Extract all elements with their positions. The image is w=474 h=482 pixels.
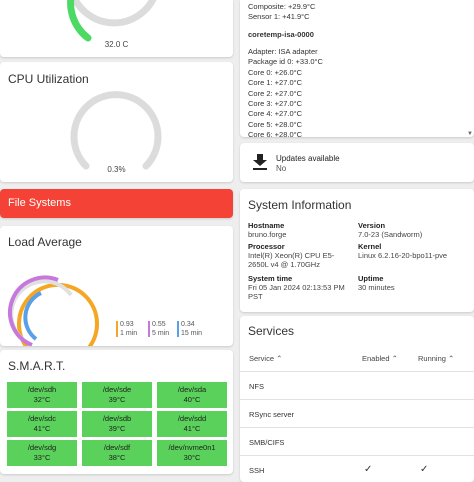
load-1min-value: 0.93 xyxy=(120,321,134,328)
download-icon xyxy=(253,154,267,170)
device-name: /dev/sdg xyxy=(27,443,57,452)
load-average-title: Load Average xyxy=(8,235,82,249)
processor-label: Processor xyxy=(248,242,285,251)
smart-device[interactable]: /dev/nvme0n1 30°C xyxy=(157,440,227,466)
service-name: RSync server xyxy=(249,410,295,419)
smart-device[interactable]: /dev/sdc 41°C xyxy=(7,411,77,437)
service-row[interactable]: RSync server xyxy=(240,399,474,427)
load-average-card: Load Average 0.93 1 min 0.55 5 min 0.34 … xyxy=(0,226,233,346)
column-header-service[interactable]: Service ⌃ xyxy=(249,354,283,363)
smart-card: S.M.A.R.T. /dev/sdh 32°C /dev/sde 39°C /de… xyxy=(0,350,233,474)
load-5min: 0.55 5 min xyxy=(148,320,169,338)
processor-value: Intel(R) Xeon(R) CPU E5- 2650L v4 @ 1.70… xyxy=(248,251,335,269)
device-temp: 33°C xyxy=(33,453,51,462)
device-temp: 40°C xyxy=(183,395,201,404)
device-temp: 30°C xyxy=(183,453,201,462)
device-name: /dev/sdh xyxy=(27,385,57,394)
load-5min-label: 5 min xyxy=(152,330,170,337)
enabled-check-icon: ✓ xyxy=(364,464,373,475)
smart-device[interactable]: /dev/sdd 41°C xyxy=(157,411,227,437)
cpu-utilization-card: CPU Utilization 0.3% xyxy=(0,62,233,182)
device-name: /dev/sdd xyxy=(177,414,207,423)
smart-device[interactable]: /dev/sdb 39°C xyxy=(82,411,152,437)
version-label: Version xyxy=(358,221,386,230)
device-temp: 41°C xyxy=(33,424,51,433)
temperature-card: 32.0 C xyxy=(0,0,233,57)
cpu-utilization-title: CPU Utilization xyxy=(8,72,89,86)
device-name: /dev/sda xyxy=(177,385,207,394)
sensor-lines-bottom: Adapter: ISA adapter Package id 0: +33.0… xyxy=(248,47,323,137)
sensor-lines-top: Composite: +29.9°C Sensor 1: +41.9°C xyxy=(248,2,316,22)
uptime-value: 30 minutes xyxy=(358,283,395,292)
service-name: NFS xyxy=(249,382,264,391)
load-1min: 0.93 1 min xyxy=(116,320,137,338)
temperature-gauge xyxy=(67,0,157,42)
device-temp: 39°C xyxy=(108,424,126,433)
service-row[interactable]: NFS xyxy=(240,371,474,399)
hostname-label: Hostname xyxy=(248,221,285,230)
hostname-value: bruno.forge xyxy=(248,230,287,239)
column-header-running[interactable]: Running ⌃ xyxy=(418,354,455,363)
load-15min: 0.34 15 min xyxy=(177,320,202,338)
smart-device[interactable]: /dev/sdg 33°C xyxy=(7,440,77,466)
service-row[interactable]: SSH ✓ ✓ xyxy=(240,455,474,482)
device-name: /dev/sde xyxy=(102,385,132,394)
smart-title: S.M.A.R.T. xyxy=(8,359,66,373)
uptime-label: Uptime xyxy=(358,274,384,283)
smart-device[interactable]: /dev/sdf 38°C xyxy=(82,440,152,466)
service-row[interactable]: SMB/CIFS xyxy=(240,427,474,455)
device-name: /dev/sdb xyxy=(102,414,132,423)
kernel-label: Kernel xyxy=(358,242,382,251)
load-5min-value: 0.55 xyxy=(152,321,166,328)
device-temp: 38°C xyxy=(108,453,126,462)
kernel-value: Linux 6.2.16-20-bpo11-pve xyxy=(358,251,448,260)
load-average-gauge xyxy=(8,275,99,346)
temperature-value: 32.0 C xyxy=(104,40,129,49)
system-information-card: System Information Hostname bruno.forge … xyxy=(240,189,474,312)
load-15min-label: 15 min xyxy=(181,330,203,337)
service-name: SMB/CIFS xyxy=(249,438,285,447)
device-temp: 32°C xyxy=(33,395,51,404)
smart-device-grid: /dev/sdh 32°C /dev/sde 39°C /dev/sda 40°C /… xyxy=(7,382,227,466)
file-systems-title: File Systems xyxy=(8,197,71,209)
services-title: Services xyxy=(248,324,295,338)
scroll-down-icon[interactable]: ▼ xyxy=(467,131,473,137)
sensor-chip-name: coretemp-isa-0000 xyxy=(248,30,314,39)
system-information-title: System Information xyxy=(248,198,352,212)
updates-value: No xyxy=(276,164,287,173)
system-time-label: System time xyxy=(248,274,293,283)
cpu-gauge xyxy=(70,91,162,170)
device-temp: 41°C xyxy=(183,424,201,433)
updates-card: Updates available No xyxy=(240,143,474,182)
services-card: Services Service ⌃ Enabled ⌃ Running ⌃ N… xyxy=(240,316,474,482)
file-systems-card[interactable]: File Systems xyxy=(0,189,233,218)
smart-device[interactable]: /dev/sda 40°C xyxy=(157,382,227,408)
device-name: /dev/sdc xyxy=(28,414,56,423)
version-value: 7.0-23 (Sandworm) xyxy=(358,230,423,239)
column-header-enabled[interactable]: Enabled ⌃ xyxy=(362,354,398,363)
smart-device[interactable]: /dev/sde 39°C xyxy=(82,382,152,408)
load-1min-label: 1 min xyxy=(120,330,138,337)
system-time-value: Fri 05 Jan 2024 02:13:53 PM PST xyxy=(248,283,345,301)
device-name: /dev/sdf xyxy=(103,443,131,452)
running-check-icon: ✓ xyxy=(420,464,429,475)
smart-device[interactable]: /dev/sdh 32°C xyxy=(7,382,77,408)
updates-title: Updates available xyxy=(276,154,340,163)
service-name: SSH xyxy=(249,466,265,475)
device-temp: 39°C xyxy=(108,395,126,404)
load-15min-value: 0.34 xyxy=(181,321,195,328)
cpu-value: 0.3% xyxy=(107,165,126,174)
sensors-card[interactable]: Composite: +29.9°C Sensor 1: +41.9°C cor… xyxy=(240,0,474,137)
device-name: /dev/nvme0n1 xyxy=(168,443,216,452)
